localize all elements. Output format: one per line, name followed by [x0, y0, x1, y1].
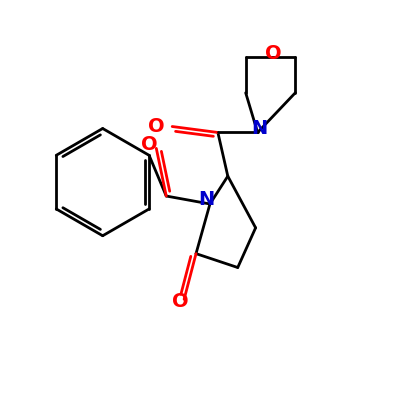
Text: O: O — [148, 117, 165, 136]
Text: O: O — [141, 135, 158, 154]
Text: N: N — [252, 119, 268, 138]
Text: O: O — [172, 292, 188, 311]
Text: N: N — [198, 190, 214, 210]
Text: O: O — [265, 44, 282, 63]
